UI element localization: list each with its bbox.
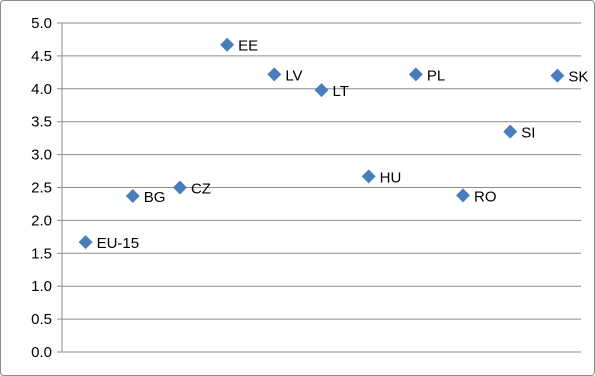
y-tick-label: 1.0 bbox=[31, 278, 52, 295]
y-tick-label: 0.0 bbox=[31, 344, 52, 361]
y-tick-label: 4.5 bbox=[31, 48, 52, 65]
data-label-ee: EE bbox=[238, 38, 258, 55]
data-point-sk bbox=[550, 68, 565, 83]
data-point-lv bbox=[267, 67, 282, 82]
y-tick-label: 3.5 bbox=[31, 114, 52, 131]
data-point-eu-15 bbox=[78, 235, 93, 250]
y-tick-label: 2.0 bbox=[31, 212, 52, 229]
data-label-hu: HU bbox=[380, 169, 402, 186]
data-point-si bbox=[503, 124, 518, 139]
y-tick-label: 4.0 bbox=[31, 81, 52, 98]
data-label-sk: SK bbox=[568, 69, 588, 86]
data-label-lv: LV bbox=[285, 67, 302, 84]
data-point-hu bbox=[361, 169, 376, 184]
data-label-cz: CZ bbox=[191, 181, 211, 198]
data-label-bg: BG bbox=[144, 189, 166, 206]
y-tick-label: 2.5 bbox=[31, 180, 52, 197]
y-tick-label: 5.0 bbox=[31, 15, 52, 32]
data-point-ro bbox=[456, 188, 471, 203]
y-tick-label: 3.0 bbox=[31, 147, 52, 164]
y-tick-label: 1.5 bbox=[31, 245, 52, 262]
data-point-bg bbox=[125, 189, 140, 204]
data-label-si: SI bbox=[521, 125, 535, 142]
data-point-pl bbox=[408, 67, 423, 82]
data-label-pl: PL bbox=[427, 67, 445, 84]
axes bbox=[57, 22, 581, 353]
y-tick-label: 0.5 bbox=[31, 311, 52, 328]
data-label-ro: RO bbox=[474, 188, 497, 205]
data-point-lt bbox=[314, 83, 329, 98]
data-labels: EU-15 BG CZ EE LV LT HU PL RO SI SK bbox=[97, 38, 589, 252]
data-label-eu-15: EU-15 bbox=[97, 235, 140, 252]
data-point-ee bbox=[220, 37, 235, 52]
data-label-lt: LT bbox=[333, 83, 349, 100]
data-point-cz bbox=[172, 180, 187, 195]
data-points bbox=[78, 37, 565, 250]
gridlines bbox=[62, 22, 581, 320]
y-tick-labels: 0.0 0.5 1.0 1.5 2.0 2.5 3.0 3.5 4.0 4.5 5.0 bbox=[31, 15, 52, 361]
